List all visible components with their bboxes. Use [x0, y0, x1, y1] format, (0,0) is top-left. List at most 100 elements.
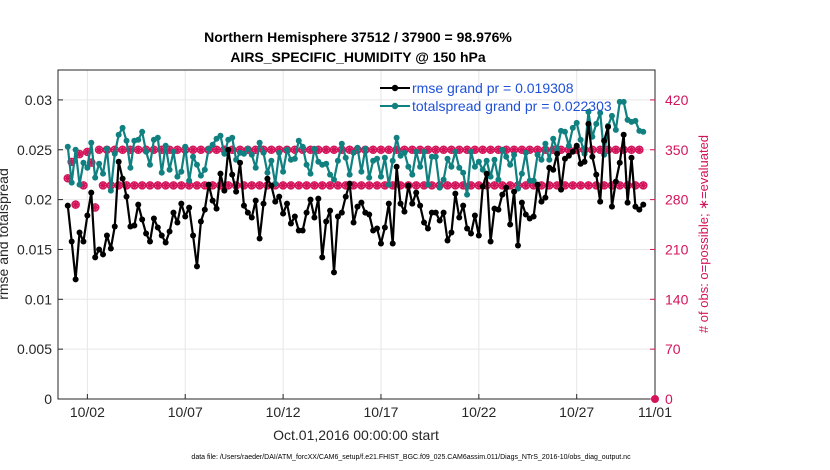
rmse-point [597, 198, 604, 205]
rmse-point [401, 208, 408, 215]
totalspread-point [389, 157, 396, 164]
obs-evaluated-point [522, 181, 530, 190]
totalspread-point [334, 157, 341, 164]
rmse-point [100, 251, 107, 258]
obs-evaluated-point [330, 145, 338, 154]
obs-evaluated-point [63, 174, 72, 183]
rmse-point [417, 202, 424, 209]
obs-evaluated-point [173, 145, 182, 154]
totalspread-point [240, 150, 247, 157]
obs-evaluated-point [79, 181, 88, 190]
totalspread-point [503, 153, 510, 160]
y-left-tick-label: 0.015 [17, 241, 52, 257]
obs-evaluated-point [201, 181, 209, 190]
totalspread-point [354, 144, 361, 151]
y-right-tick-label: 0 [665, 391, 673, 407]
y-left-tick-label: 0.025 [17, 142, 52, 158]
rmse-point [229, 171, 236, 178]
rmse-point [495, 206, 502, 213]
rmse-point [616, 159, 623, 166]
rmse-point [460, 202, 467, 209]
rmse-point [170, 209, 177, 216]
obs-evaluated-point [498, 181, 507, 190]
rmse-point [550, 166, 557, 173]
rmse-point [342, 193, 349, 200]
totalspread-point [424, 181, 431, 188]
totalspread-point [166, 166, 173, 173]
obs-evaluated-point [138, 181, 146, 190]
totalspread-point [542, 140, 549, 147]
obs-evaluated-point [154, 181, 162, 190]
obs-evaluated-point [177, 181, 186, 190]
rmse-point [593, 171, 600, 178]
rmse-point [154, 224, 161, 231]
rmse-point [315, 195, 322, 202]
rmse-point [111, 223, 118, 230]
rmse-point [162, 239, 169, 246]
rmse-point [389, 240, 396, 247]
x-axis-label: Oct.01,2016 00:00:00 start [273, 427, 439, 443]
totalspread-point [103, 145, 110, 152]
totalspread-point [96, 160, 103, 167]
obs-evaluated-point [412, 181, 420, 190]
totalspread-point [534, 151, 541, 158]
rmse-point [221, 187, 228, 194]
rmse-point [186, 204, 193, 211]
totalspread-point [284, 146, 291, 153]
totalspread-point [479, 166, 486, 173]
rmse-point [323, 218, 330, 225]
obs-evaluated-point [75, 150, 84, 158]
obs-evaluated-point [157, 145, 166, 154]
rmse-point [338, 209, 345, 216]
totalspread-point [92, 174, 99, 181]
rmse-point [291, 213, 298, 220]
y-axis-right-ticks: 0 70 140 210 280 350 420 [650, 92, 689, 407]
totalspread-point [405, 163, 412, 170]
rmse-point [256, 235, 263, 242]
totalspread-point [76, 181, 83, 188]
obs-evaluated-point [338, 145, 346, 154]
rmse-point [640, 201, 647, 208]
rmse-point [558, 186, 565, 193]
obs-evaluated-point [639, 181, 648, 190]
rmse-point [358, 199, 365, 206]
totalspread-point [561, 128, 568, 135]
obs-evaluated-point [576, 181, 585, 190]
obs-evaluated-point [146, 181, 154, 190]
totalspread-point [475, 158, 482, 165]
y-left-tick-label: 0.02 [25, 192, 52, 208]
obs-evaluated-point [95, 145, 103, 154]
obs-evaluated-point [83, 148, 92, 156]
obs-evaluated-point [87, 158, 96, 167]
totalspread-point [507, 161, 514, 168]
rmse-point [103, 232, 110, 239]
obs-evaluated-point [615, 181, 624, 190]
rmse-point [374, 225, 381, 232]
obs-evaluated-point [91, 203, 99, 212]
rmse-point [225, 146, 232, 153]
totalspread-point [464, 191, 471, 198]
obs-evaluated-point [294, 181, 303, 190]
obs-evaluated-point [169, 181, 178, 190]
y-left-tick-label: 0.01 [25, 291, 52, 307]
totalspread-point [401, 149, 408, 156]
obs-evaluated-point [533, 145, 542, 154]
legend: rmse grand pr = 0.019308 totalspread gra… [380, 80, 612, 114]
rmse-point [280, 210, 287, 217]
rmse-point [131, 222, 138, 229]
totalspread-point [620, 98, 627, 105]
totalspread-point [72, 146, 79, 153]
obs-evaluated-point [545, 181, 554, 190]
totalspread-point [209, 141, 216, 148]
x-tick-label: 10/17 [363, 404, 398, 420]
obs-evaluated-point [463, 145, 471, 154]
obs-evaluated-point [267, 145, 276, 154]
obs-evaluated-point [627, 145, 636, 154]
rmse-point [385, 200, 392, 207]
obs-evaluated-point [529, 181, 538, 190]
rmse-point [518, 199, 525, 206]
obs-evaluated-point [279, 181, 287, 190]
obs-evaluated-point [114, 181, 123, 190]
obs-evaluated-point [443, 181, 452, 190]
y-right-tick-label: 70 [665, 341, 681, 357]
